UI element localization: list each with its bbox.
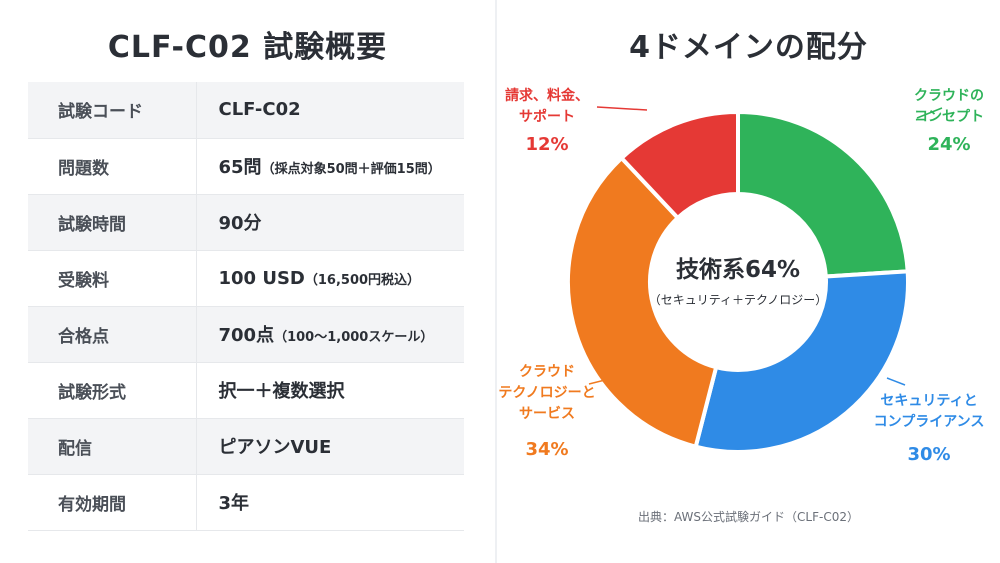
- slice-category-label: 請求、料金、: [505, 87, 589, 104]
- donut-slice: [736, 109, 910, 279]
- slice-category-label: クラウドの: [914, 88, 984, 104]
- leader-line: [886, 377, 906, 386]
- donut-slice: [693, 269, 910, 454]
- row-key: 試験時間: [28, 194, 197, 251]
- row-value-cell: 700点（100～1,000スケール）: [196, 306, 464, 363]
- source-note: 出典：AWS公式試験ガイド（CLF-C02）: [638, 510, 859, 524]
- row-key: 試験形式: [28, 362, 197, 419]
- row-note: （100～1,000スケール）: [274, 330, 434, 345]
- row-value: 700点: [218, 325, 275, 346]
- slice-value-label: 30%: [907, 444, 950, 465]
- row-value-cell: 100 USD（16,500円税込）: [196, 250, 464, 307]
- slice-category-label: コンセプト: [914, 109, 984, 125]
- leader-line: [588, 379, 606, 385]
- leader-line: [916, 107, 943, 119]
- exam-overview-panel: CLF-C02 試験概要 試験コード CLF-C02 問題数 65問（採点対象50問＋…: [0, 0, 495, 563]
- table-row: 試験形式 択一＋複数選択: [28, 362, 464, 419]
- row-note: （16,500円税込）: [304, 272, 421, 288]
- exam-spec-table: 試験コード CLF-C02 問題数 65問（採点対象50問＋評価15問） 試験時間 90分…: [28, 82, 464, 531]
- panel-divider: [495, 0, 497, 563]
- row-value-cell: ピアソンVUE: [196, 418, 464, 475]
- row-value: 100 USD: [218, 267, 305, 289]
- row-value: 択一＋複数選択: [218, 381, 345, 402]
- row-value-cell: 択一＋複数選択: [196, 362, 464, 419]
- center-sub-label: （セキュリティ＋テクノロジー）: [649, 293, 828, 307]
- table-row: 問題数 65問（採点対象50問＋評価15問）: [28, 138, 464, 195]
- slice-value-label: 34%: [525, 439, 568, 460]
- row-key: 問題数: [28, 138, 197, 195]
- donut-slice: [566, 155, 719, 450]
- slice-value-label: 24%: [927, 134, 970, 155]
- row-value: ピアソンVUE: [218, 437, 332, 458]
- donut-slice: [618, 109, 740, 221]
- row-value: 65問: [218, 157, 262, 178]
- exam-overview-title: CLF-C02 試験概要: [107, 30, 388, 65]
- row-key: 受験料: [28, 250, 197, 307]
- row-key: 試験コード: [28, 82, 197, 139]
- slice-category-label: コンプライアンス: [874, 414, 985, 430]
- slice-category-label: クラウド: [519, 364, 575, 380]
- slice-value-label: 12%: [525, 134, 568, 155]
- table-row: 配信 ピアソンVUE: [28, 418, 464, 475]
- row-key: 合格点: [28, 306, 197, 363]
- table-row: 受験料 100 USD（16,500円税込）: [28, 250, 464, 307]
- table-row: 試験コード CLF-C02: [28, 82, 464, 139]
- row-value: 3年: [218, 493, 250, 514]
- domain-distribution-title: 4ドメインの配分: [629, 30, 868, 65]
- row-value-cell: 90分: [196, 194, 464, 251]
- table-row: 試験時間 90分: [28, 194, 464, 251]
- row-value-cell: CLF-C02: [196, 82, 464, 139]
- row-value: 90分: [218, 213, 262, 234]
- row-note: （採点対象50問＋評価15問）: [261, 162, 441, 177]
- slice-category-label: セキュリティと: [880, 393, 977, 409]
- domain-distribution-panel: 4ドメインの配分 クラウドのコンセプト 24% セキュリティと コンプライアンス 30%…: [497, 0, 1000, 563]
- slice-category-label: サポート: [519, 108, 575, 125]
- table-row: 有効期間 3年: [28, 474, 464, 531]
- slice-category-label: サービス: [519, 406, 575, 422]
- row-key: 有効期間: [28, 474, 197, 531]
- slice-category-label: テクノロジーと: [498, 385, 595, 401]
- row-value-cell: 65問（採点対象50問＋評価15問）: [196, 138, 464, 195]
- leader-line: [596, 106, 648, 111]
- row-value: CLF-C02: [218, 99, 301, 121]
- row-value-cell: 3年: [196, 474, 464, 531]
- table-row: 合格点 700点（100～1,000スケール）: [28, 306, 464, 363]
- row-key: 配信: [28, 418, 197, 475]
- center-main-label: 技術系64%: [676, 256, 800, 283]
